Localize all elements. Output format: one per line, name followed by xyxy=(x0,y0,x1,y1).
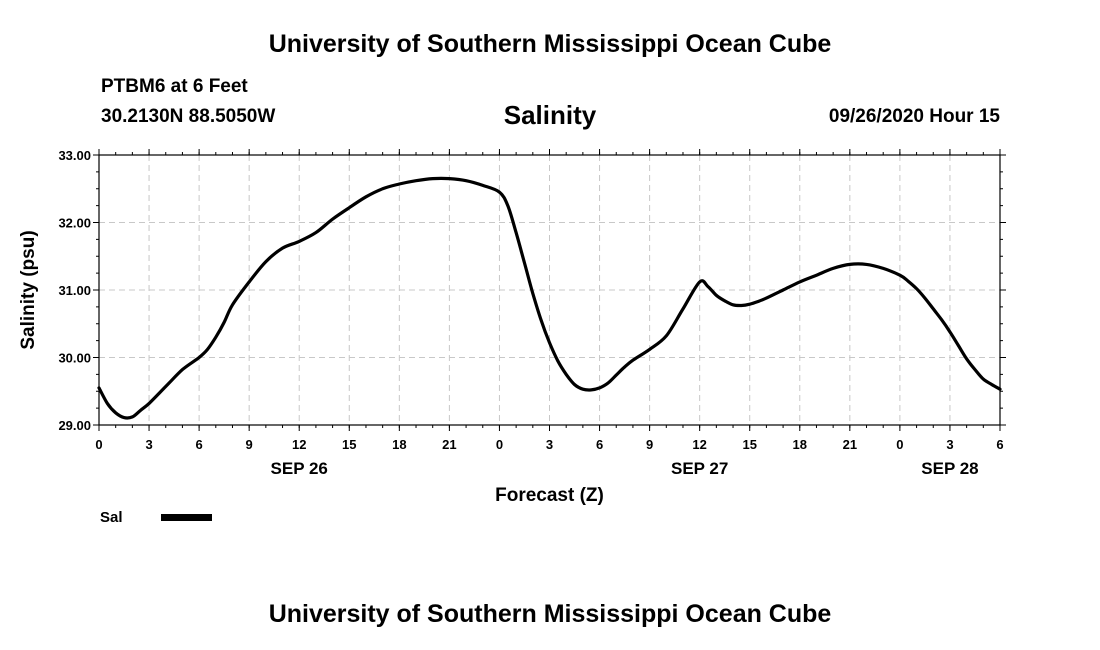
x-tick-label: 21 xyxy=(843,437,857,452)
y-tick-label: 29.00 xyxy=(58,418,91,433)
x-tick-label: 21 xyxy=(442,437,456,452)
date-label: SEP 27 xyxy=(671,459,728,478)
datetime-label: 09/26/2020 Hour 15 xyxy=(828,106,1000,127)
grid-layer xyxy=(99,155,1000,425)
y-tick-label: 33.00 xyxy=(58,148,91,163)
y-tick-label: 32.00 xyxy=(58,216,91,231)
x-tick-label: 3 xyxy=(546,437,553,452)
legend: Sal xyxy=(100,509,212,526)
date-label: SEP 28 xyxy=(921,459,978,478)
date-label: SEP 26 xyxy=(271,459,328,478)
x-tick-label: 12 xyxy=(292,437,306,452)
chart-title-top: University of Southern Mississippi Ocean… xyxy=(268,30,832,58)
station-label: PTBM6 at 6 Feet xyxy=(101,76,248,97)
x-tick-label: 0 xyxy=(496,437,503,452)
x-tick-label: 12 xyxy=(692,437,706,452)
x-tick-label: 6 xyxy=(996,437,1003,452)
legend-swatch-sal xyxy=(161,514,212,521)
x-tick-label: 3 xyxy=(946,437,953,452)
y-axis-label: Salinity (psu) xyxy=(18,230,39,349)
x-tick-label: 3 xyxy=(145,437,152,452)
label-layer: 29.00 30.00 31.00 32.00 33.00 0 3 6 9 12 15 18 21 0 3 6… xyxy=(18,148,1004,506)
x-tick-label: 18 xyxy=(793,437,807,452)
chart-title-bottom: University of Southern Mississippi Ocean… xyxy=(268,600,832,628)
x-tick-label: 15 xyxy=(342,437,356,452)
x-tick-label: 18 xyxy=(392,437,406,452)
y-tick-label: 30.00 xyxy=(58,351,91,366)
x-tick-label: 9 xyxy=(246,437,253,452)
legend-label-sal: Sal xyxy=(100,509,123,526)
x-tick-label: 6 xyxy=(596,437,603,452)
coordinates-label: 30.2130N 88.5050W xyxy=(101,106,276,127)
plot-frame xyxy=(98,154,1001,426)
axis-layer xyxy=(93,149,1006,431)
series-line-sal xyxy=(97,176,1002,420)
series-layer xyxy=(97,176,1002,420)
x-tick-label: 0 xyxy=(896,437,903,452)
variable-title: Salinity xyxy=(503,100,597,130)
x-axis-label: Forecast (Z) xyxy=(495,485,604,506)
x-tick-label: 6 xyxy=(195,437,202,452)
x-tick-label: 9 xyxy=(646,437,653,452)
x-tick-label: 15 xyxy=(742,437,756,452)
x-tick-label: 0 xyxy=(95,437,102,452)
y-tick-label: 31.00 xyxy=(58,283,91,298)
